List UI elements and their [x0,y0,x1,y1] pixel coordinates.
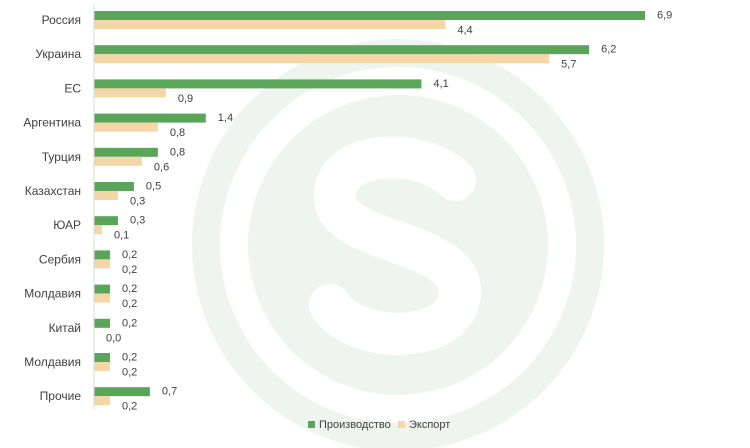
export-value-label: 0,6 [154,161,169,173]
production-bar [94,45,590,55]
legend: Производство Экспорт [308,419,450,431]
production-bar [94,79,422,89]
production-bar [94,113,206,123]
export-bar [94,396,110,406]
export-value-label: 0,8 [170,127,185,139]
export-value-label: 0,2 [122,367,137,379]
production-bar [94,318,110,328]
export-bar [94,88,166,98]
export-value-label: 5,7 [561,59,576,71]
category-label: ЕС [64,81,81,95]
production-bar [94,250,110,260]
export-bar [94,156,142,166]
category-label: Казахстан [25,184,81,198]
legend-production-swatch [308,421,315,428]
production-value-label: 0,7 [162,386,177,398]
production-value-label: 0,5 [146,181,161,193]
export-bar [94,54,550,64]
export-value-label: 0,2 [122,401,137,413]
export-bar [94,225,102,235]
export-value-label: 0,2 [122,264,137,276]
production-value-label: 0,2 [122,283,137,295]
production-value-label: 0,2 [122,317,137,329]
production-value-label: 0,2 [122,249,137,261]
category-label: Аргентина [23,116,81,130]
export-value-label: 0,9 [178,93,193,105]
export-bar [94,259,110,269]
export-bar [94,293,110,303]
category-label: Турция [42,150,81,164]
watermark-logo [192,39,604,448]
production-bar [94,11,645,20]
production-value-label: 0,8 [170,146,185,158]
production-value-label: 1,4 [218,112,233,124]
production-value-label: 0,2 [122,352,137,364]
export-bar [94,362,110,371]
production-bar [94,387,150,397]
export-value-label: 0,0 [106,332,121,344]
production-bar [94,284,110,294]
export-bar [94,191,118,200]
production-value-label: 6,9 [657,10,672,22]
category-label: Молдавия [24,287,81,301]
export-bar [94,122,158,132]
production-value-label: 0,3 [130,215,145,227]
export-value-label: 4,4 [457,25,472,37]
legend-export-label: Экспорт [409,419,450,431]
production-bar [94,216,118,226]
category-label: ЮАР [53,218,81,232]
export-value-label: 0,3 [130,196,145,208]
legend-export-swatch [398,421,405,428]
production-bar [94,353,110,362]
production-bar [94,182,134,191]
category-label: Сербия [39,252,81,266]
export-bar [94,20,446,29]
category-label: Прочие [40,389,82,403]
category-label: Украина [35,47,81,61]
production-value-label: 6,2 [601,44,616,56]
category-label: Молдавия [24,355,81,369]
export-value-label: 0,2 [122,298,137,310]
export-value-label: 0,1 [114,230,129,242]
production-bar [94,147,158,157]
category-label: Китай [49,321,81,335]
production-value-label: 4,1 [433,78,448,90]
legend-production-label: Производство [319,419,391,431]
category-label: Россия [42,13,81,27]
